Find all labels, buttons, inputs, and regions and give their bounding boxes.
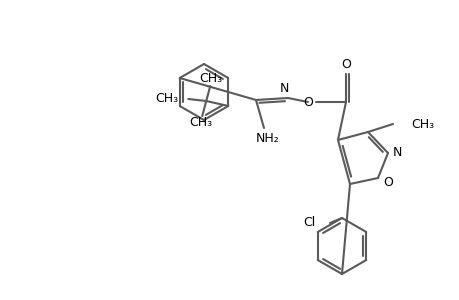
Text: CH₃: CH₃ xyxy=(155,92,178,106)
Text: O: O xyxy=(340,58,350,71)
Text: Cl: Cl xyxy=(303,217,315,230)
Text: N: N xyxy=(279,82,288,94)
Text: CH₃: CH₃ xyxy=(410,118,433,130)
Text: CH₃: CH₃ xyxy=(199,73,222,85)
Text: N: N xyxy=(392,146,401,160)
Text: NH₂: NH₂ xyxy=(256,131,279,145)
Text: O: O xyxy=(302,95,312,109)
Text: O: O xyxy=(382,176,392,188)
Text: CH₃: CH₃ xyxy=(189,116,213,130)
